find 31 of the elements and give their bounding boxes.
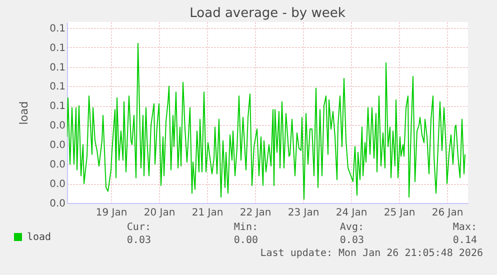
x-tick-label: 20 Jan <box>144 208 176 218</box>
y-tick-label: 0.0 <box>50 120 66 132</box>
x-tick-label: 19 Jan <box>96 208 128 218</box>
y-tick-label: 0.1 <box>50 42 66 54</box>
y-tick-label: 0.1 <box>50 62 66 74</box>
text: Last update: Mon Jan 26 21:05:48 2026 <box>260 248 483 259</box>
text: 0.00 <box>234 235 258 246</box>
text: 0.03 <box>126 235 151 246</box>
x-tick-label: 24 Jan <box>336 208 368 218</box>
text: 0.14 <box>452 235 477 246</box>
x-tick-label: 25 Jan <box>384 208 416 218</box>
y-tick-label: 0.0 <box>50 179 66 190</box>
y-tick-label: 0.1 <box>50 23 66 34</box>
y-tick-label: 0.0 <box>50 198 66 210</box>
y-tick-label: 0.1 <box>50 101 66 112</box>
text: Max: <box>452 222 477 233</box>
y-tick-label: 0.0 <box>50 140 66 152</box>
legend-label: load <box>27 232 52 243</box>
text: Avg: <box>340 222 364 233</box>
y-axis-title: load <box>18 101 31 125</box>
chart-title: Load average - by week <box>190 6 346 21</box>
line-series <box>67 42 466 200</box>
x-tick-label: 22 Jan <box>240 208 272 218</box>
x-tick-label: 23 Jan <box>288 208 320 218</box>
text: Min: <box>234 222 258 233</box>
x-tick-label: 21 Jan <box>192 208 224 218</box>
text: Cur: <box>126 222 151 233</box>
text: 0.03 <box>340 235 364 246</box>
x-tick-label: 26 Jan <box>432 208 464 218</box>
y-tick-label: 0.1 <box>50 82 66 93</box>
y-tick-label: 0.0 <box>50 160 66 171</box>
